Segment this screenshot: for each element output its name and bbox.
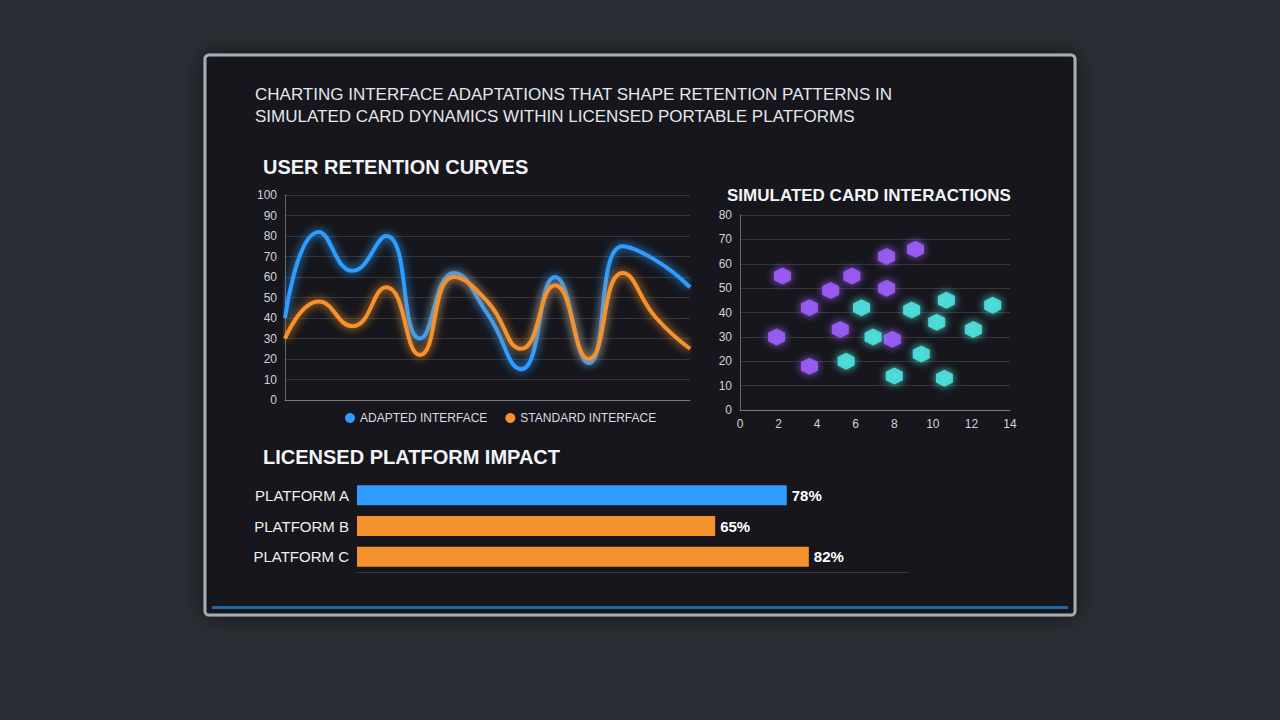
svg-text:100: 100 bbox=[257, 188, 277, 202]
svg-text:0: 0 bbox=[725, 403, 732, 417]
svg-text:50: 50 bbox=[264, 291, 278, 305]
svg-text:20: 20 bbox=[719, 354, 733, 368]
svg-text:10: 10 bbox=[264, 373, 278, 387]
svg-text:50: 50 bbox=[719, 281, 733, 295]
svg-text:0: 0 bbox=[270, 393, 277, 407]
svg-text:LICENSED PLATFORM IMPACT: LICENSED PLATFORM IMPACT bbox=[263, 446, 560, 468]
svg-text:80: 80 bbox=[719, 208, 733, 222]
svg-text:2: 2 bbox=[775, 417, 782, 431]
svg-text:60: 60 bbox=[264, 270, 278, 284]
svg-text:78%: 78% bbox=[792, 487, 822, 504]
svg-text:10: 10 bbox=[926, 417, 940, 431]
svg-text:90: 90 bbox=[264, 209, 278, 223]
svg-text:14: 14 bbox=[1003, 417, 1017, 431]
svg-text:SIMULATED CARD INTERACTIONS: SIMULATED CARD INTERACTIONS bbox=[727, 186, 1011, 205]
svg-text:30: 30 bbox=[719, 330, 733, 344]
svg-text:CHARTING INTERFACE ADAPTATIONS: CHARTING INTERFACE ADAPTATIONS THAT SHAP… bbox=[255, 85, 897, 104]
svg-text:40: 40 bbox=[264, 311, 278, 325]
svg-text:40: 40 bbox=[719, 306, 733, 320]
svg-text:20: 20 bbox=[264, 352, 278, 366]
svg-text:60: 60 bbox=[719, 257, 733, 271]
svg-text:PLATFORM A: PLATFORM A bbox=[255, 487, 349, 504]
svg-text:PLATFORM B: PLATFORM B bbox=[254, 518, 349, 535]
svg-text:30: 30 bbox=[264, 332, 278, 346]
svg-text:PLATFORM C: PLATFORM C bbox=[253, 548, 349, 565]
svg-text:65%: 65% bbox=[720, 518, 750, 535]
svg-text:ADAPTED INTERFACE: ADAPTED INTERFACE bbox=[360, 411, 487, 425]
svg-text:4: 4 bbox=[814, 417, 821, 431]
svg-text:USER RETENTION CURVES: USER RETENTION CURVES bbox=[263, 156, 528, 178]
svg-text:80: 80 bbox=[264, 229, 278, 243]
svg-text:12: 12 bbox=[965, 417, 979, 431]
svg-text:70: 70 bbox=[264, 250, 278, 264]
svg-text:SIMULATED CARD DYNAMICS WITHIN: SIMULATED CARD DYNAMICS WITHIN LICENSED … bbox=[255, 107, 855, 126]
svg-text:6: 6 bbox=[852, 417, 859, 431]
svg-text:70: 70 bbox=[719, 232, 733, 246]
svg-text:82%: 82% bbox=[814, 548, 844, 565]
svg-text:8: 8 bbox=[891, 417, 898, 431]
svg-text:0: 0 bbox=[737, 417, 744, 431]
svg-text:10: 10 bbox=[719, 379, 733, 393]
svg-text:STANDARD INTERFACE: STANDARD INTERFACE bbox=[520, 411, 656, 425]
